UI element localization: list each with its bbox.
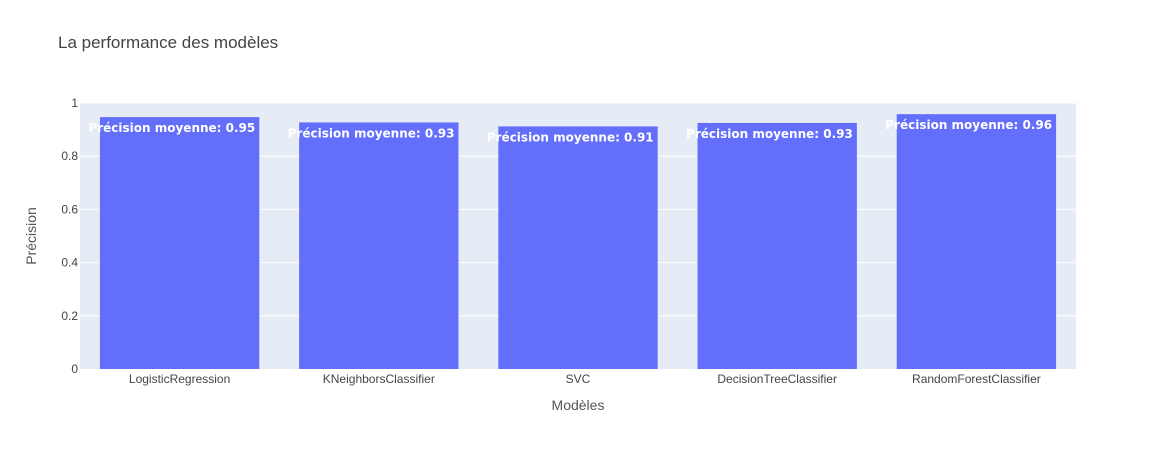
y-tick-label: 0.8 <box>61 149 78 163</box>
bar <box>697 122 857 369</box>
bar <box>299 122 459 369</box>
bars: Précision moyenne: 0.95 Précision moyenne… <box>88 114 1057 370</box>
x-tick-label: KNeighborsClassifier <box>323 372 435 386</box>
y-tick-label: 0.4 <box>61 256 78 270</box>
x-tick-label: LogisticRegression <box>129 372 230 386</box>
bar <box>896 114 1057 369</box>
x-tick-label: DecisionTreeClassifier <box>717 372 837 386</box>
y-tick-label: 0.2 <box>61 309 78 323</box>
bar <box>99 117 260 370</box>
bar-data-label: Précision moyenne: 0.93 <box>686 127 853 141</box>
x-tick-label: SVC <box>566 372 591 386</box>
y-tick-label: 0.6 <box>61 202 78 216</box>
y-tick-label: 1 <box>71 96 78 110</box>
x-axis-title: Modèles <box>552 397 605 413</box>
bar <box>498 126 658 370</box>
bar-data-label: Précision moyenne: 0.95 <box>88 121 255 135</box>
y-axis-ticks: 0 0.2 0.4 0.6 0.8 1 <box>61 96 78 376</box>
x-axis-ticks: LogisticRegression KNeighborsClassifier SV… <box>129 372 1041 386</box>
bar-data-label: Précision moyenne: 0.91 <box>487 130 654 144</box>
chart-title: La performance des modèles <box>58 33 279 52</box>
x-tick-label: RandomForestClassifier <box>912 372 1041 386</box>
bar-data-label: Précision moyenne: 0.96 <box>885 118 1052 132</box>
bar-data-label: Précision moyenne: 0.93 <box>288 126 455 140</box>
y-axis-title: Précision <box>23 207 39 265</box>
y-tick-label: 0 <box>71 362 78 376</box>
